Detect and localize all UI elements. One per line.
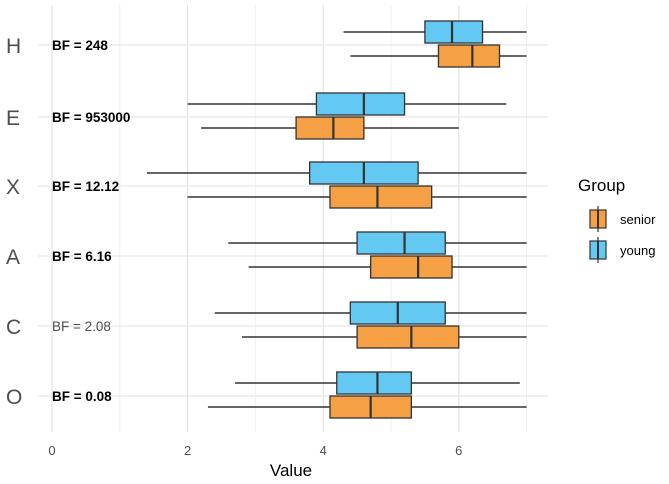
grid-layer — [38, 5, 548, 432]
box-iqr — [437, 44, 501, 68]
box-iqr — [315, 92, 406, 116]
bf-annotations: BF = 248 BF = 953000 BF = 12.12 BF = 6.16 BF… — [52, 38, 130, 404]
category-labels: H E X A C O — [6, 35, 22, 409]
bf-annotation: BF = 12.12 — [52, 179, 119, 194]
legend-title: Group — [578, 176, 625, 195]
box-iqr — [336, 371, 412, 395]
box-senior-A — [248, 255, 527, 279]
box-young-X — [146, 161, 527, 185]
bf-annotation: BF = 0.08 — [52, 389, 112, 404]
x-tick-label: 2 — [184, 443, 191, 458]
box-young-H — [343, 20, 527, 44]
box-young-E — [187, 92, 507, 116]
box-iqr — [329, 185, 433, 209]
box-senior-C — [241, 325, 527, 349]
legend-item-senior: senior — [589, 206, 656, 232]
box-senior-X — [187, 185, 527, 209]
box-senior-H — [350, 44, 527, 68]
category-label: O — [6, 386, 22, 409]
bf-annotation: BF = 6.16 — [52, 249, 112, 264]
legend-label: young — [620, 243, 655, 258]
box-senior-E — [201, 116, 459, 140]
box-senior-O — [207, 395, 527, 419]
legend: Group senior young — [578, 176, 656, 263]
box-iqr — [295, 116, 365, 140]
box-young-A — [228, 231, 527, 255]
legend-label: senior — [620, 212, 656, 227]
x-axis-title: Value — [270, 461, 312, 480]
category-label: C — [6, 316, 21, 339]
box-young-O — [235, 371, 520, 395]
x-tick-labels: 0 2 4 6 — [48, 443, 462, 458]
box-iqr — [356, 325, 460, 349]
x-tick-label: 6 — [455, 443, 462, 458]
box-layer — [146, 20, 527, 419]
x-tick-label: 0 — [48, 443, 55, 458]
box-young-C — [214, 301, 527, 325]
box-iqr — [356, 231, 446, 255]
bf-annotation: BF = 248 — [52, 38, 108, 53]
category-label: H — [6, 35, 21, 58]
box-iqr — [370, 255, 453, 279]
bf-annotation: BF = 953000 — [52, 110, 130, 125]
x-tick-label: 4 — [320, 443, 327, 458]
category-label: A — [6, 246, 20, 269]
box-iqr — [424, 20, 484, 44]
bf-annotation: BF = 2.08 — [52, 319, 111, 334]
category-label: X — [6, 176, 20, 199]
legend-item-young: young — [589, 237, 655, 263]
category-label: E — [6, 107, 20, 130]
legend-items: senior young — [589, 206, 656, 263]
